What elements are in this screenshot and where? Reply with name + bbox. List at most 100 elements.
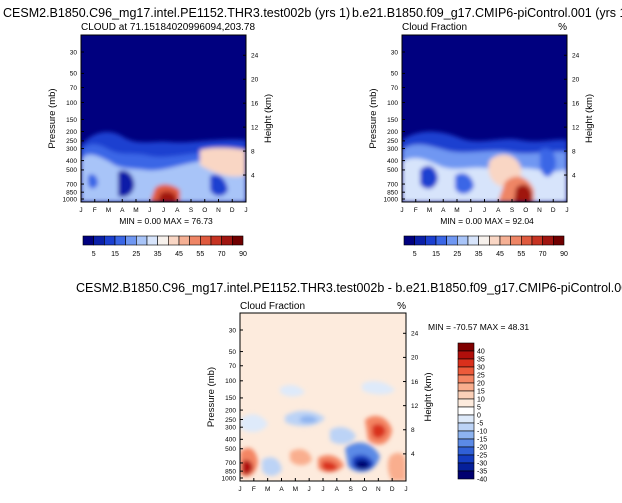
colorbar-label: -10: [477, 428, 487, 435]
month-tick-label: J: [244, 207, 247, 214]
colorbar-label: -20: [477, 444, 487, 451]
panel-b-field: [402, 35, 567, 202]
colorbar-swatch: [457, 358, 475, 368]
colorbar-label: 5: [477, 404, 481, 411]
colorbar-swatch: [510, 235, 522, 246]
month-tick-label: J: [308, 486, 311, 493]
colorbar-label: 15: [111, 251, 119, 258]
colorbar-swatch: [157, 235, 169, 246]
colorbar-swatch: [457, 462, 475, 472]
panel-a-title: CESM2.B1850.C96_mg17.intel.PE1152.THR3.t…: [3, 6, 350, 20]
month-tick-label: N: [376, 486, 381, 493]
colorbar-swatch: [200, 235, 212, 246]
colorbar-swatch: [478, 235, 490, 246]
pressure-tick-label: 150: [225, 395, 236, 402]
pressure-tick-label: 1000: [63, 196, 78, 203]
colorbar-swatch: [457, 446, 475, 456]
colorbar-label: 45: [496, 251, 504, 258]
pressure-tick-label: 300: [66, 146, 77, 153]
month-tick-label: O: [523, 207, 528, 214]
pressure-tick-label: 200: [225, 407, 236, 414]
pressure-tick-label: 250: [225, 417, 236, 424]
pressure-tick-label: 50: [70, 71, 78, 78]
month-tick-label: J: [404, 486, 407, 493]
height-tick-label: 24: [251, 53, 259, 60]
month-tick-label: A: [120, 207, 125, 214]
pressure-tick-label: 700: [225, 460, 236, 467]
panel-b-subtitle: Cloud Fraction: [402, 22, 467, 33]
pressure-tick-label: 500: [387, 167, 398, 174]
colorbar-label: -5: [477, 420, 483, 427]
colorbar-label: 10: [477, 396, 485, 403]
panel-c-title: CESM2.B1850.C96_mg17.intel.PE1152.THR3.t…: [76, 281, 622, 295]
month-tick-label: N: [537, 207, 542, 214]
month-tick-label: J: [238, 486, 241, 493]
pressure-tick-label: 850: [225, 468, 236, 475]
month-tick-label: J: [483, 207, 486, 214]
month-tick-label: J: [321, 486, 324, 493]
pressure-tick-label: 70: [229, 363, 237, 370]
height-tick-label: 8: [411, 427, 415, 434]
panel-b-stats: MIN = 0.00 MAX = 92.04: [440, 216, 534, 226]
colorbar-swatch: [457, 350, 475, 360]
colorbar-label: 20: [477, 380, 485, 387]
month-tick-label: O: [202, 207, 207, 214]
panel-c-units: %: [397, 301, 406, 312]
month-tick-label: S: [189, 207, 194, 214]
colorbar-swatch: [489, 235, 501, 246]
panel-c-field: [240, 313, 406, 481]
colorbar-label: 70: [539, 251, 547, 258]
pressure-tick-label: 100: [66, 100, 77, 107]
colorbar-swatch: [125, 235, 137, 246]
month-tick-label: A: [175, 207, 180, 214]
pressure-tick-label: 300: [387, 146, 398, 153]
month-tick-label: D: [390, 486, 395, 493]
pressure-tick-label: 700: [66, 181, 77, 188]
colorbar-label: 90: [560, 251, 568, 258]
colorbar-swatch: [178, 235, 190, 246]
pressure-tick-label: 200: [387, 129, 398, 136]
colorbar-swatch: [210, 235, 222, 246]
colorbar-label: 55: [196, 251, 204, 258]
colorbar-label: 35: [475, 251, 483, 258]
y-axis-label: Pressure (mb): [368, 88, 379, 148]
month-tick-label: J: [148, 207, 151, 214]
colorbar-swatch: [446, 235, 458, 246]
pressure-tick-label: 150: [387, 117, 398, 124]
month-tick-label: M: [265, 486, 270, 493]
colorbar-swatch: [457, 438, 475, 448]
colorbar-label: 40: [477, 348, 485, 355]
colorbar-label: 25: [132, 251, 140, 258]
month-tick-label: M: [106, 207, 111, 214]
panel-a-field: [81, 35, 246, 202]
pressure-tick-label: 200: [66, 129, 77, 136]
colorbar-swatch: [457, 422, 475, 432]
colorbar-label: -30: [477, 460, 487, 467]
month-tick-label: A: [496, 207, 501, 214]
colorbar-swatch: [232, 235, 244, 246]
pressure-tick-label: 250: [387, 138, 398, 145]
colorbar-swatch: [457, 406, 475, 416]
colorbar-swatch: [189, 235, 201, 246]
colorbar-swatch: [146, 235, 158, 246]
panel-c: CESM2.B1850.C96_mg17.intel.PE1152.THR3.t…: [76, 281, 622, 493]
height-tick-label: 4: [572, 172, 576, 179]
height-tick-label: 16: [251, 100, 259, 107]
height-tick-label: 12: [411, 403, 419, 410]
colorbar-swatch: [435, 235, 447, 246]
colorbar-swatch: [457, 398, 475, 408]
colorbar-swatch: [457, 430, 475, 440]
colorbar-swatch: [457, 382, 475, 392]
month-tick-label: F: [252, 486, 256, 493]
colorbar-label: 90: [239, 251, 247, 258]
pressure-tick-label: 400: [66, 158, 77, 165]
colorbar-swatch: [168, 235, 180, 246]
y-axis-label: Pressure (mb): [206, 367, 217, 427]
pressure-tick-label: 70: [70, 85, 78, 92]
pressure-tick-label: 400: [387, 158, 398, 165]
colorbar-swatch: [521, 235, 533, 246]
colorbar-swatch: [457, 390, 475, 400]
